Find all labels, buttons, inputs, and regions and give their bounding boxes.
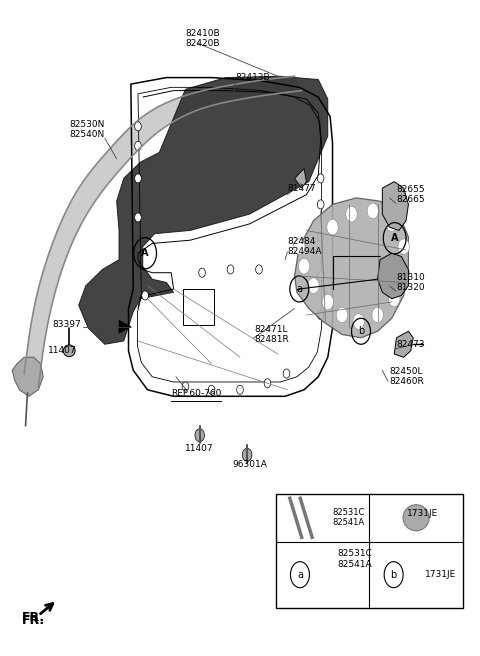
Text: FR.: FR. xyxy=(22,611,45,624)
Polygon shape xyxy=(12,358,43,396)
Circle shape xyxy=(208,385,215,394)
Circle shape xyxy=(317,174,324,183)
Circle shape xyxy=(135,174,141,183)
Circle shape xyxy=(367,203,379,218)
Circle shape xyxy=(195,429,204,442)
Text: 82655
82665: 82655 82665 xyxy=(396,185,425,205)
Polygon shape xyxy=(394,331,413,358)
Circle shape xyxy=(386,216,397,232)
Text: FR.: FR. xyxy=(22,614,45,627)
Polygon shape xyxy=(295,198,408,338)
Polygon shape xyxy=(119,320,131,333)
Text: 82473: 82473 xyxy=(396,340,425,349)
Circle shape xyxy=(308,278,319,293)
Circle shape xyxy=(336,307,348,323)
Polygon shape xyxy=(24,76,301,386)
Text: 11407: 11407 xyxy=(48,346,76,356)
Circle shape xyxy=(346,207,357,222)
Circle shape xyxy=(199,268,205,277)
Text: b: b xyxy=(358,326,364,337)
Circle shape xyxy=(327,219,338,235)
Circle shape xyxy=(372,307,384,323)
Text: 83397: 83397 xyxy=(53,320,81,329)
Text: 82413B: 82413B xyxy=(235,73,270,82)
Circle shape xyxy=(299,258,310,274)
Text: 1731JE: 1731JE xyxy=(425,570,456,579)
Circle shape xyxy=(388,291,400,306)
Polygon shape xyxy=(383,182,408,230)
Circle shape xyxy=(182,382,189,391)
Text: A: A xyxy=(391,234,398,243)
Circle shape xyxy=(256,265,262,274)
Text: 82410B
82420B: 82410B 82420B xyxy=(185,29,220,49)
Bar xyxy=(276,494,463,607)
Circle shape xyxy=(322,294,334,310)
Text: 82471L
82481R: 82471L 82481R xyxy=(254,325,289,344)
Circle shape xyxy=(398,239,409,255)
Text: A: A xyxy=(142,248,149,258)
Circle shape xyxy=(135,141,141,150)
Text: 81310
81320: 81310 81320 xyxy=(396,273,425,292)
Text: a: a xyxy=(297,569,303,580)
Circle shape xyxy=(294,239,305,255)
Polygon shape xyxy=(79,76,328,344)
Ellipse shape xyxy=(403,504,429,531)
Text: 96301A: 96301A xyxy=(232,460,267,469)
Text: 81477: 81477 xyxy=(288,184,316,193)
Text: 82450L
82460R: 82450L 82460R xyxy=(389,367,424,386)
Circle shape xyxy=(264,379,271,388)
Circle shape xyxy=(135,122,141,131)
Circle shape xyxy=(237,385,243,394)
Circle shape xyxy=(227,265,234,274)
Circle shape xyxy=(135,213,141,222)
Text: 1731JE: 1731JE xyxy=(407,509,438,518)
Ellipse shape xyxy=(63,345,75,357)
Circle shape xyxy=(317,272,324,281)
Text: 11407: 11407 xyxy=(185,444,214,453)
Circle shape xyxy=(398,265,409,281)
Circle shape xyxy=(142,291,148,300)
Text: 82484
82494A: 82484 82494A xyxy=(288,237,322,256)
Polygon shape xyxy=(295,169,306,188)
Text: 82531C
82541A: 82531C 82541A xyxy=(337,549,372,569)
Circle shape xyxy=(283,369,290,378)
Circle shape xyxy=(353,314,364,329)
Polygon shape xyxy=(378,253,408,298)
Bar xyxy=(183,289,214,325)
Circle shape xyxy=(317,310,324,319)
Text: a: a xyxy=(296,284,302,294)
Circle shape xyxy=(242,448,252,461)
Text: 82531C
82541A: 82531C 82541A xyxy=(333,508,365,527)
Text: REF.60-760: REF.60-760 xyxy=(171,388,222,398)
Circle shape xyxy=(317,232,324,241)
Text: 82530N
82540N: 82530N 82540N xyxy=(69,120,105,139)
Circle shape xyxy=(317,200,324,209)
Text: b: b xyxy=(391,569,397,580)
